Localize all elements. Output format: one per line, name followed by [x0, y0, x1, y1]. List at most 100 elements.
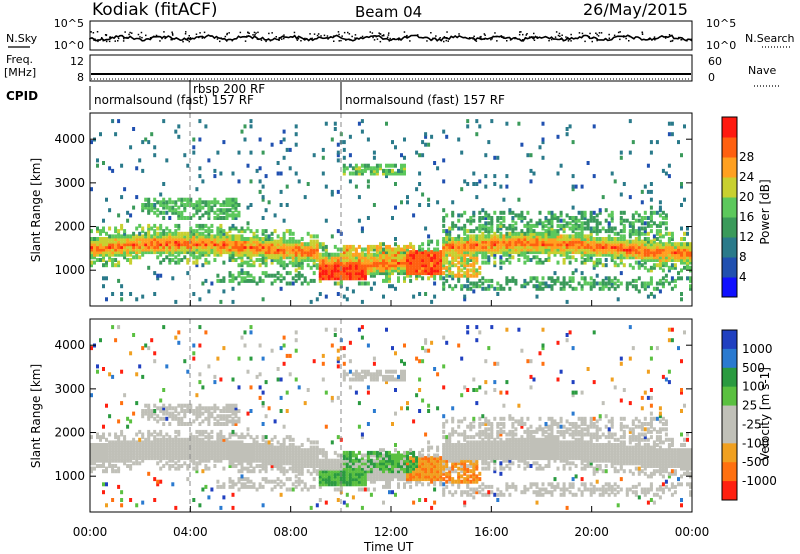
velocity-cell	[195, 406, 199, 411]
velocity-cell	[273, 461, 277, 466]
noise-search-dot	[492, 35, 494, 38]
velocity-cell	[210, 443, 214, 447]
power-cell	[345, 276, 349, 281]
power-cell	[156, 276, 160, 281]
velocity-cell	[330, 479, 334, 484]
power-cell	[568, 284, 572, 289]
power-cell	[559, 244, 563, 249]
power-cell	[147, 234, 151, 239]
velocity-cell	[273, 419, 277, 424]
power-cell	[129, 252, 133, 257]
power-cell	[577, 223, 581, 228]
velocity-cell	[321, 353, 325, 358]
power-cell	[490, 247, 494, 252]
power-cell	[246, 271, 250, 276]
power-cell	[213, 234, 217, 239]
power-cell	[689, 258, 692, 262]
velocity-cell	[345, 477, 349, 482]
power-cell	[171, 276, 175, 281]
power-cell	[505, 258, 509, 262]
power-cell	[327, 268, 331, 273]
power-cell	[436, 166, 440, 171]
power-cell	[643, 221, 647, 226]
power-cell	[689, 250, 692, 255]
power-cell	[204, 200, 208, 205]
velocity-cell	[237, 477, 241, 482]
power-cell	[285, 147, 289, 152]
velocity-cell	[312, 466, 316, 471]
velocity-cell	[237, 461, 241, 466]
power-cell	[646, 242, 650, 247]
power-cell	[553, 271, 557, 276]
noise-search-dot	[329, 36, 331, 38]
power-cell	[487, 231, 491, 236]
velocity-cell	[231, 464, 235, 468]
velocity-cell	[198, 325, 202, 330]
power-cell	[237, 242, 241, 247]
power-cell	[595, 213, 599, 218]
power-cell	[649, 213, 653, 218]
velocity-cell	[240, 432, 244, 437]
velocity-cell	[264, 440, 268, 445]
power-cell	[255, 237, 259, 241]
velocity-cell	[219, 505, 223, 510]
power-cell	[297, 273, 301, 278]
velocity-cell	[102, 482, 105, 487]
power-cell	[562, 286, 566, 291]
velocity-cell	[114, 435, 118, 440]
velocity-cell	[330, 471, 334, 476]
power-cell	[183, 255, 187, 260]
noise-search-dot	[337, 31, 340, 33]
power-cell	[649, 239, 653, 244]
power-cell	[571, 244, 575, 249]
velocity-cell	[129, 450, 133, 455]
velocity-cell	[288, 437, 292, 442]
velocity-cell	[171, 448, 175, 453]
power-cell	[231, 210, 235, 215]
power-cell	[427, 271, 431, 276]
velocity-cell	[174, 409, 178, 413]
power-cell	[418, 263, 422, 268]
velocity-cell	[243, 445, 247, 450]
power-cell	[366, 263, 370, 268]
power-cell	[643, 250, 647, 255]
power-cell	[111, 247, 115, 252]
power-cell	[258, 239, 262, 244]
power-cell	[514, 213, 518, 218]
velocity-cell	[102, 448, 105, 453]
velocity-cell	[201, 443, 205, 447]
noise-search-dot	[490, 38, 492, 41]
power-cell	[210, 237, 214, 241]
power-cell	[162, 216, 166, 220]
velocity-cell	[348, 453, 352, 458]
velocity-cell	[93, 445, 96, 450]
velocity-cell	[282, 445, 286, 450]
power-cell	[535, 284, 539, 289]
power-cell	[180, 237, 184, 241]
power-cell	[288, 252, 292, 257]
velocity-cell	[273, 453, 277, 458]
power-cell	[315, 250, 319, 255]
power-cell	[285, 263, 289, 268]
velocity-cell	[360, 464, 364, 468]
velocity-cell	[204, 429, 208, 434]
power-cell	[460, 284, 464, 289]
power-cell	[586, 226, 590, 231]
power-cell	[541, 276, 545, 281]
velocity-cell	[96, 445, 99, 450]
power-cell	[505, 252, 509, 257]
power-cell	[342, 276, 346, 281]
power-cell	[108, 255, 112, 260]
velocity-cell	[213, 422, 217, 426]
velocity-cell	[261, 443, 265, 447]
power-cell	[670, 231, 674, 236]
power-cell	[186, 234, 190, 239]
power-cell	[658, 252, 662, 257]
power-cell	[351, 268, 355, 273]
velocity-cell	[171, 411, 175, 416]
power-cell	[385, 255, 388, 260]
power-cell	[406, 273, 409, 278]
power-cell	[198, 234, 202, 239]
velocity-cell	[177, 448, 181, 453]
noise-search-dot	[474, 39, 476, 41]
